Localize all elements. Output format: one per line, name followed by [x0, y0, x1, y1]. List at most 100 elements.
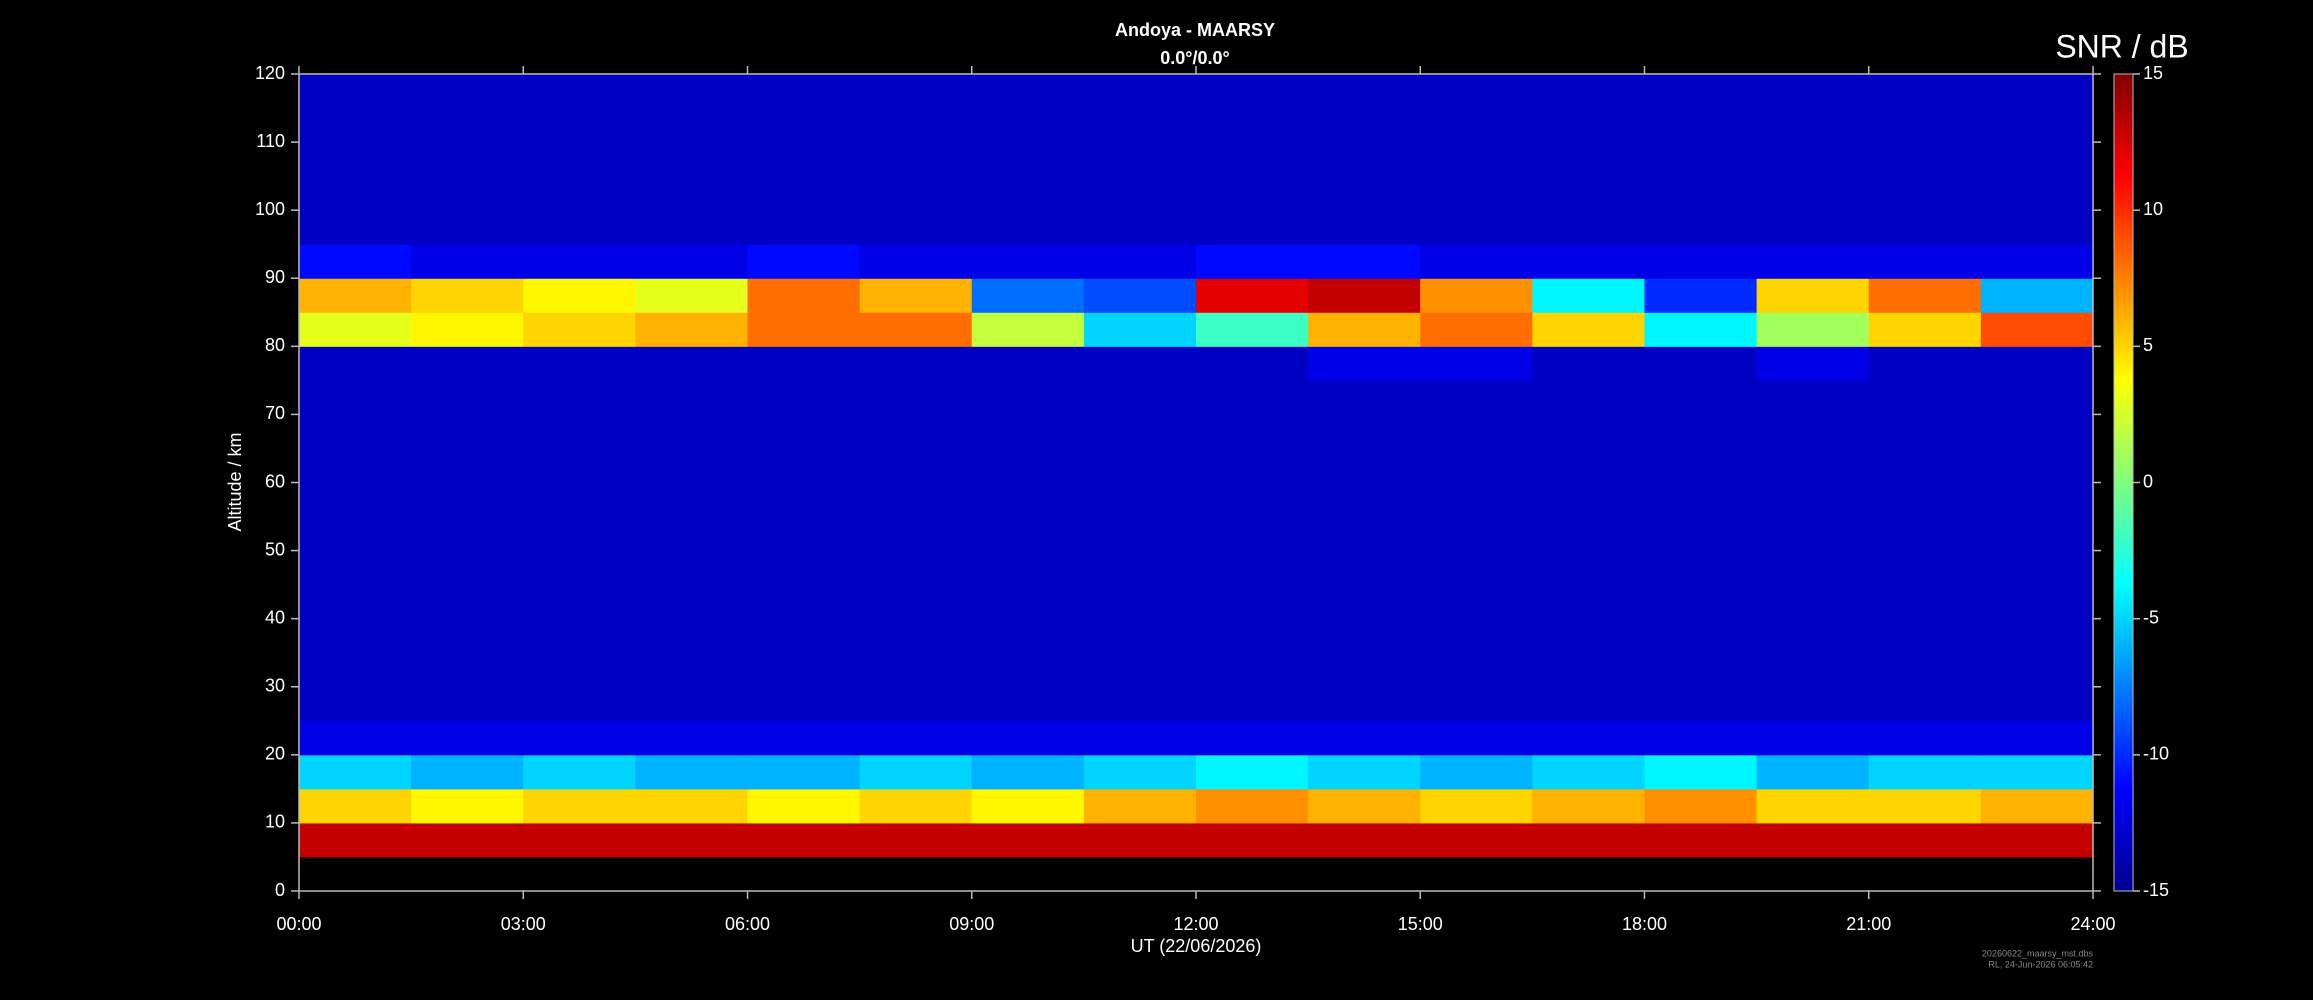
heatmap-cell: [1532, 448, 1645, 483]
heatmap-cell: [1420, 550, 1533, 586]
heatmap-cell: [859, 380, 973, 415]
heatmap-cell: [1083, 380, 1197, 415]
heatmap-cell: [971, 618, 1085, 654]
heatmap-cell: [1980, 754, 2094, 790]
heatmap-cell: [747, 618, 861, 654]
colorbar-tick-label: 0: [2143, 471, 2153, 491]
heatmap-cell: [411, 278, 524, 313]
heatmap-cell: [1980, 822, 2094, 858]
heatmap-cell: [747, 244, 861, 279]
heatmap-cell: [1868, 482, 1982, 518]
heatmap-cell: [1868, 108, 1982, 143]
heatmap-cell: [1980, 516, 2094, 552]
heatmap-cell: [1756, 482, 1870, 518]
heatmap-cell: [1868, 788, 1982, 824]
heatmap-cell: [1420, 482, 1533, 518]
heatmap-cell: [411, 482, 524, 518]
heatmap-cell: [1196, 584, 1309, 620]
heatmap-cell: [411, 754, 524, 790]
heatmap-cell: [1196, 142, 1309, 177]
heatmap-cell: [635, 754, 748, 790]
heatmap-cell: [523, 210, 636, 245]
heatmap-cell: [747, 380, 861, 415]
heatmap-cell: [1532, 108, 1645, 143]
heatmap-cell: [747, 822, 861, 858]
heatmap-cell: [635, 380, 748, 415]
heatmap-cell: [971, 652, 1085, 688]
heatmap-cell: [1644, 754, 1758, 790]
heatmap-cell: [411, 346, 524, 381]
heatmap-cell: [1868, 516, 1982, 552]
heatmap-cell: [859, 754, 973, 790]
heatmap-cell: [1644, 244, 1758, 279]
heatmap-cell: [859, 686, 973, 722]
heatmap-cell: [1868, 822, 1982, 858]
heatmap-cell: [1644, 822, 1758, 858]
heatmap-cell: [635, 652, 748, 688]
heatmap-cell: [1308, 176, 1421, 211]
heatmap-cell: [635, 720, 748, 756]
heatmap-cell: [971, 686, 1085, 722]
heatmap-cell: [1532, 346, 1645, 381]
heatmap-cell: [971, 448, 1085, 483]
heatmap-cell: [1420, 822, 1533, 858]
heatmap-cell: [1756, 516, 1870, 552]
heatmap-cell: [1644, 380, 1758, 415]
heatmap-cell: [1308, 516, 1421, 552]
heatmap-cell: [299, 482, 412, 518]
heatmap-cell: [747, 686, 861, 722]
heatmap-cell: [1980, 414, 2094, 449]
x-tick-label: 24:00: [2070, 914, 2115, 934]
heatmap-cell: [1644, 516, 1758, 552]
heatmap-cell: [1308, 312, 1421, 347]
heatmap-cell: [1980, 176, 2094, 211]
heatmap-cell: [1756, 652, 1870, 688]
chart-title: Andoya - MAARSY: [1115, 20, 1275, 40]
heatmap-cell: [1756, 74, 1870, 109]
colorbar-tick-label: 15: [2143, 63, 2163, 83]
heatmap-cell: [859, 108, 973, 143]
heatmap-cell: [747, 550, 861, 586]
y-tick-label: 120: [255, 63, 285, 83]
heatmap-cell: [971, 482, 1085, 518]
y-tick-label: 100: [255, 199, 285, 219]
heatmap-cell: [1868, 278, 1982, 313]
heatmap-cell: [299, 244, 412, 279]
heatmap-cell: [859, 142, 973, 177]
heatmap-cell: [411, 380, 524, 415]
heatmap-cell: [1868, 380, 1982, 415]
heatmap-cell: [1532, 482, 1645, 518]
heatmap-cell: [971, 380, 1085, 415]
heatmap-cell: [1083, 550, 1197, 586]
heatmap-cell: [859, 584, 973, 620]
colorbar-tick-label: -5: [2143, 607, 2159, 627]
heatmap-cell: [1308, 720, 1421, 756]
heatmap-cell: [1868, 210, 1982, 245]
heatmap-cell: [1532, 584, 1645, 620]
heatmap-cell: [523, 550, 636, 586]
heatmap-cell: [1196, 176, 1309, 211]
heatmap-cell: [635, 584, 748, 620]
y-axis-label: Altitude / km: [225, 432, 245, 531]
heatmap-cell: [1756, 754, 1870, 790]
heatmap-cell: [971, 720, 1085, 756]
heatmap-cell: [523, 618, 636, 654]
heatmap-cell: [1196, 74, 1309, 109]
colorbar-tick-label: 5: [2143, 335, 2153, 355]
heatmap-cell: [1308, 244, 1421, 279]
heatmap-cell: [1532, 822, 1645, 858]
heatmap-cell: [971, 142, 1085, 177]
y-tick-label: 30: [265, 676, 285, 696]
heatmap-cell: [1420, 584, 1533, 620]
heatmap-cell: [1644, 618, 1758, 654]
heatmap-cell: [1868, 74, 1982, 109]
y-tick-label: 60: [265, 471, 285, 491]
heatmap-cell: [1308, 278, 1421, 313]
heatmap-cell: [523, 788, 636, 824]
heatmap-cell: [1308, 210, 1421, 245]
heatmap-cell: [1196, 822, 1309, 858]
heatmap-cell: [971, 414, 1085, 449]
heatmap-cell: [1532, 652, 1645, 688]
heatmap-cell: [859, 822, 973, 858]
heatmap-cell: [1644, 788, 1758, 824]
